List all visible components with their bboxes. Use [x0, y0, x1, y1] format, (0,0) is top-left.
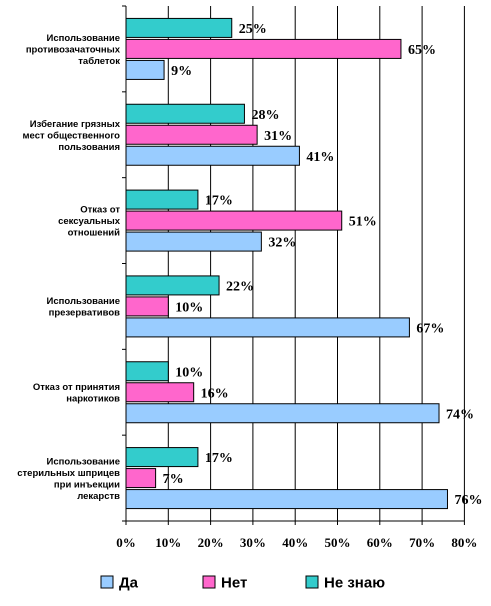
bar	[125, 124, 258, 145]
legend-swatch	[100, 575, 114, 589]
bar	[125, 382, 195, 403]
data-label: 76%	[454, 493, 482, 508]
bar	[125, 38, 402, 59]
category-label-line: Использование	[47, 33, 120, 44]
category-label: Использование стерильных шприцев при инъек…	[17, 456, 120, 502]
data-label: 25%	[239, 22, 267, 37]
data-label: 10%	[175, 300, 203, 315]
x-tick-label: 20%	[198, 535, 224, 550]
bar	[125, 296, 169, 317]
data-label: 67%	[416, 321, 444, 336]
legend-label: Не знаю	[324, 575, 385, 592]
bar	[125, 468, 157, 489]
category-label-line: мест общественного	[23, 130, 121, 141]
data-label: 7%	[163, 472, 184, 487]
bars	[125, 17, 448, 510]
legend-item: Нет	[202, 575, 247, 592]
data-label: 32%	[268, 236, 296, 251]
legend-swatch	[202, 575, 216, 589]
data-label: 17%	[205, 194, 233, 209]
category-label-line: при инъекции	[54, 479, 120, 490]
axes	[122, 5, 465, 525]
data-label: 28%	[251, 108, 279, 123]
category-label-line: Использование	[47, 296, 120, 307]
bar	[125, 145, 300, 166]
bar	[125, 103, 245, 124]
category-label-line: Использование	[47, 456, 120, 467]
category-label-line: Избегание грязных	[30, 119, 121, 130]
data-label: 22%	[226, 279, 254, 294]
x-tick-label: 50%	[325, 535, 351, 550]
bar	[125, 489, 448, 510]
bar	[125, 189, 199, 210]
bar	[125, 17, 233, 38]
category-label-line: Отказ от принятия	[33, 382, 120, 393]
legend-item: Да	[100, 575, 139, 592]
category-label: Использование противозачаточных таблеток	[26, 33, 121, 67]
x-tick-label: 0%	[116, 535, 136, 550]
x-tick-label: 70%	[409, 535, 435, 550]
gridlines	[167, 6, 465, 521]
x-tick-label: 40%	[282, 535, 308, 550]
category-label: Использование презервативов	[47, 296, 121, 319]
category-label-line: презервативов	[49, 308, 121, 319]
category-label-line: Отказ от	[80, 205, 120, 216]
category-label-line: таблеток	[78, 56, 120, 67]
category-label-line: пользования	[58, 142, 120, 153]
category-label: Отказ от сексуальных отношений	[58, 205, 121, 239]
category-label-line: противозачаточных	[26, 44, 121, 55]
data-label: 9%	[171, 64, 192, 79]
category-label: Избегание грязных мест общественного польз…	[23, 119, 121, 153]
bar	[125, 447, 199, 468]
legend: Да Нет Не знаю	[100, 575, 385, 592]
category-label-line: стерильных шприцев	[17, 468, 120, 479]
data-label: 16%	[201, 386, 229, 401]
data-label: 65%	[408, 43, 436, 58]
bar	[125, 275, 220, 296]
data-label: 17%	[205, 451, 233, 466]
legend-label: Нет	[221, 575, 247, 592]
category-label-line: отношений	[68, 228, 121, 239]
data-label: 74%	[446, 407, 474, 422]
category-label-line: сексуальных	[58, 216, 121, 227]
category-label-line: наркотиков	[66, 394, 120, 405]
bar	[125, 361, 169, 382]
legend-label: Да	[119, 575, 139, 592]
x-tick-label: 30%	[240, 535, 266, 550]
category-label: Отказ от принятия наркотиков	[33, 382, 120, 405]
x-tick-label: 80%	[451, 535, 477, 550]
data-label: 51%	[349, 215, 377, 230]
category-labels: Использование противозачаточных таблетокИз…	[17, 33, 120, 502]
data-labels: 25% 65% 9% 28% 31% 41% 17% 51% 32% 22% 10% 67% 10% 16…	[163, 22, 483, 508]
data-label: 31%	[264, 129, 292, 144]
bar	[125, 403, 440, 424]
x-tick-labels: 0% 10% 20% 30% 40% 50% 60% 70% 80%	[116, 535, 477, 550]
data-label: 41%	[306, 150, 334, 165]
category-label-line: лекарств	[77, 491, 120, 502]
data-label: 10%	[175, 365, 203, 380]
x-tick-label: 10%	[155, 535, 181, 550]
legend-swatch	[305, 575, 319, 589]
bar	[125, 59, 165, 80]
x-tick-label: 60%	[367, 535, 393, 550]
bar	[125, 231, 262, 252]
legend-item: Не знаю	[305, 575, 385, 592]
bar	[125, 210, 343, 231]
bar	[125, 317, 410, 338]
